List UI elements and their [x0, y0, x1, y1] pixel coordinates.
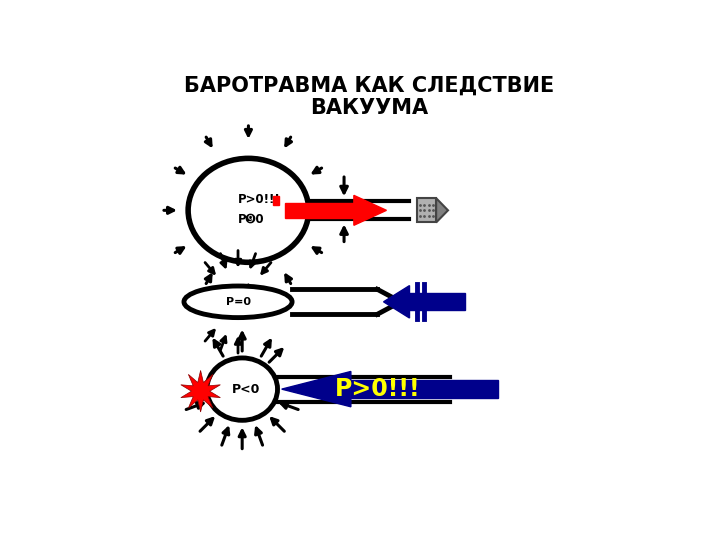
Ellipse shape [207, 358, 277, 420]
Polygon shape [436, 198, 448, 222]
Text: P=0: P=0 [225, 297, 251, 307]
Text: БАРОТРАВМА КАК СЛЕДСТВИЕ
ВАКУУМА: БАРОТРАВМА КАК СЛЕДСТВИЕ ВАКУУМА [184, 75, 554, 118]
Polygon shape [282, 372, 351, 407]
Text: P<0: P<0 [232, 383, 261, 396]
Ellipse shape [184, 286, 292, 318]
Text: P>0!!!: P>0!!! [335, 377, 420, 401]
FancyBboxPatch shape [410, 293, 464, 310]
FancyBboxPatch shape [284, 202, 354, 218]
FancyBboxPatch shape [417, 198, 436, 222]
FancyBboxPatch shape [273, 196, 279, 205]
Text: P➒0: P➒0 [238, 213, 265, 226]
Text: P>0!!!: P>0!!! [238, 193, 281, 206]
Polygon shape [354, 195, 387, 225]
FancyBboxPatch shape [351, 380, 498, 399]
Ellipse shape [188, 158, 309, 262]
Polygon shape [181, 370, 220, 412]
Polygon shape [384, 286, 410, 318]
